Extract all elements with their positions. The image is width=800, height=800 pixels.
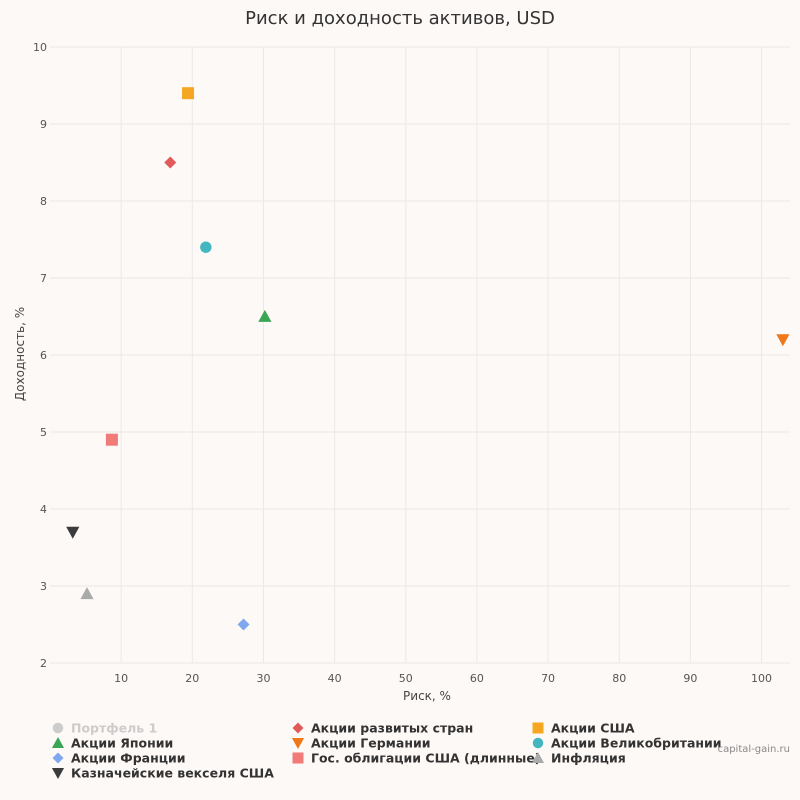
legend-label: Акции Японии <box>71 736 173 751</box>
legend-label: Акции США <box>551 721 635 736</box>
y-axis-label: Доходность, % <box>13 307 27 401</box>
x-axis-label: Риск, % <box>403 689 451 703</box>
legend-label: Казначейские векселя США <box>71 766 274 781</box>
data-point <box>200 241 212 253</box>
legend-marker <box>52 722 64 734</box>
legend-marker <box>532 737 544 749</box>
legend-item[interactable]: Акции Германии <box>291 736 431 751</box>
data-points <box>66 87 790 631</box>
x-tick-label: 80 <box>612 672 626 685</box>
y-tick-label: 8 <box>40 195 47 208</box>
data-point <box>182 87 195 100</box>
legend-label: Акции Великобритании <box>551 736 722 751</box>
x-tick-label: 10 <box>114 672 128 685</box>
chart-title: Риск и доходность активов, USD <box>245 8 555 29</box>
data-point <box>80 587 94 600</box>
y-tick-label: 5 <box>40 426 47 439</box>
x-tick-label: 100 <box>751 672 772 685</box>
legend-label: Акции Франции <box>71 751 186 766</box>
x-tick-label: 30 <box>256 672 270 685</box>
x-tick-label: 70 <box>541 672 555 685</box>
legend-marker <box>51 736 65 748</box>
y-tick-label: 9 <box>40 118 47 131</box>
legend-marker <box>291 738 305 750</box>
x-tick-label: 40 <box>328 672 342 685</box>
legend-item[interactable]: Акции Японии <box>51 736 173 751</box>
legend-label: Гос. облигации США (длинные) <box>311 751 541 766</box>
y-tick-label: 3 <box>40 580 47 593</box>
legend-marker <box>51 768 65 780</box>
legend-item[interactable]: Инфляция <box>531 751 626 766</box>
legend-label: Портфель 1 <box>71 721 157 736</box>
legend-item[interactable]: Казначейские векселя США <box>51 766 274 781</box>
legend-label: Акции Германии <box>311 736 431 751</box>
x-tick-label: 50 <box>399 672 413 685</box>
legend-item[interactable]: Акции Великобритании <box>532 736 722 751</box>
legend-label: Инфляция <box>551 751 626 766</box>
legend-label: Акции развитых стран <box>311 721 473 736</box>
data-point <box>105 433 118 446</box>
y-tick-label: 6 <box>40 349 47 362</box>
data-point <box>776 334 790 347</box>
data-point <box>164 156 177 169</box>
legend-item[interactable]: Портфель 1 <box>52 721 157 736</box>
y-tick-label: 4 <box>40 503 47 516</box>
data-point <box>237 618 250 631</box>
data-point <box>66 526 80 539</box>
legend-item[interactable]: Акции США <box>532 721 635 736</box>
legend-item[interactable]: Акции развитых стран <box>292 721 474 736</box>
y-tick-label: 2 <box>40 657 47 670</box>
legend-marker <box>292 722 304 734</box>
legend-marker <box>52 752 64 764</box>
y-tick-label: 10 <box>33 41 47 54</box>
x-tick-label: 20 <box>185 672 199 685</box>
y-axis-ticks: 2 3 4 5 6 7 8 9 10 <box>33 41 47 670</box>
legend: Портфель 1 Акции развитых стран Акции СШАА… <box>51 721 722 781</box>
credit-text: capital-gain.ru <box>718 744 790 755</box>
legend-marker <box>292 752 304 764</box>
legend-marker <box>531 751 545 763</box>
legend-marker <box>532 722 544 734</box>
x-axis-ticks: 10 20 30 40 50 60 70 80 90 100 <box>114 672 772 685</box>
legend-item[interactable]: Акции Франции <box>52 751 186 766</box>
legend-item[interactable]: Гос. облигации США (длинные) <box>292 751 541 766</box>
x-tick-label: 60 <box>470 672 484 685</box>
grid <box>50 46 790 664</box>
y-tick-label: 7 <box>40 272 47 285</box>
x-tick-label: 90 <box>683 672 697 685</box>
data-point <box>258 309 272 322</box>
